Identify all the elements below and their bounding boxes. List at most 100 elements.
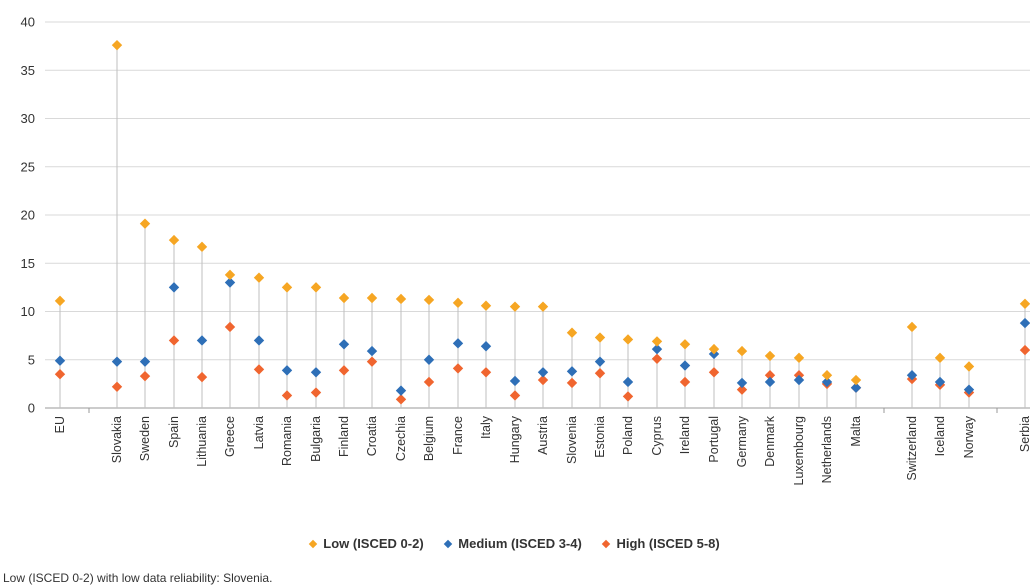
legend: Low (ISCED 0-2) Medium (ISCED 3-4) High … (0, 536, 1030, 551)
data-point-low (395, 293, 407, 305)
legend-label-medium: Medium (ISCED 3-4) (458, 536, 582, 551)
x-category-label: Cyprus (650, 416, 664, 456)
x-category-label: Luxembourg (792, 416, 806, 486)
data-point-high (679, 376, 691, 388)
data-point-high (622, 391, 634, 402)
x-category-label: Norway (962, 415, 976, 458)
data-point-high (1019, 344, 1030, 356)
x-category-label: Italy (479, 415, 493, 439)
data-point-high (566, 377, 578, 389)
data-point-medium (253, 335, 265, 346)
data-point-high (708, 367, 720, 378)
data-point-medium (111, 356, 123, 367)
data-point-medium (139, 356, 151, 367)
data-point-high (764, 369, 776, 381)
data-point-medium (509, 375, 521, 387)
data-point-low (708, 343, 720, 355)
data-point-high (480, 367, 492, 378)
x-category-label: Germany (735, 415, 749, 467)
data-point-low (821, 369, 833, 381)
data-point-low (594, 332, 606, 343)
data-point-low (906, 321, 918, 333)
data-point-low (224, 269, 236, 281)
data-point-low (168, 234, 180, 246)
data-point-low (651, 336, 663, 347)
x-category-label: Portugal (707, 416, 721, 463)
x-category-label: Bulgaria (309, 416, 323, 462)
data-point-low (366, 292, 378, 304)
data-point-low (253, 272, 265, 283)
data-point-high (423, 376, 435, 388)
data-point-low (537, 301, 549, 312)
x-category-label: Ireland (678, 416, 692, 454)
data-point-medium (480, 341, 492, 352)
x-category-label: Poland (621, 416, 635, 455)
data-point-low (963, 361, 975, 372)
data-point-medium (963, 384, 975, 395)
data-point-medium (196, 335, 208, 346)
data-point-high (338, 365, 350, 376)
x-category-label: Switzerland (905, 416, 919, 481)
chart-svg: 0 5 10 15 20 25 30 35 40 EU Slovakia Sweden Spain Lit… (21, 15, 1030, 486)
footnote: Low (ISCED 0-2) with low data reliabilit… (3, 571, 273, 585)
data-point-high (253, 364, 265, 375)
x-category-label: Netherlands (820, 416, 834, 483)
data-point-medium (537, 367, 549, 378)
data-point-low (452, 297, 464, 309)
x-category-label: Slovakia (110, 416, 124, 463)
data-point-high (509, 390, 521, 401)
legend-marker-high (602, 539, 611, 548)
x-category-label: Serbia (1018, 416, 1030, 452)
x-category-label: Lithuania (195, 416, 209, 467)
x-category-label: Latvia (252, 416, 266, 449)
y-tick-label: 25 (21, 159, 35, 174)
data-point-medium (906, 369, 918, 381)
data-point-medium (793, 374, 805, 386)
data-point-low (934, 352, 946, 364)
legend-label-high: High (ISCED 5-8) (616, 536, 720, 551)
y-tick-label: 10 (21, 304, 35, 319)
y-tick-label: 5 (28, 352, 35, 367)
data-point-low (139, 218, 151, 229)
x-category-label: Austria (536, 416, 550, 455)
data-point-low (338, 292, 350, 304)
x-category-label: Croatia (365, 416, 379, 456)
data-point-high (736, 384, 748, 395)
data-point-high (281, 390, 293, 401)
data-point-medium (1019, 317, 1030, 329)
x-category-label: EU (53, 416, 67, 433)
data-point-low (111, 39, 123, 51)
x-category-label: Slovenia (565, 416, 579, 464)
data-point-high (139, 370, 151, 382)
y-tick-label: 15 (21, 256, 35, 271)
legend-item-low: Low (ISCED 0-2) (309, 536, 424, 551)
data-point-medium (168, 282, 180, 293)
data-point-medium (224, 277, 236, 288)
data-point-medium (736, 377, 748, 389)
y-tick-label: 40 (21, 15, 35, 30)
legend-marker-low (309, 539, 318, 548)
data-point-low (764, 350, 776, 362)
data-point-high (395, 394, 407, 405)
data-point-medium (934, 376, 946, 388)
data-point-high (310, 387, 322, 398)
data-point-low (1019, 298, 1030, 309)
legend-label-low: Low (ISCED 0-2) (323, 536, 424, 551)
legend-item-high: High (ISCED 5-8) (602, 536, 720, 551)
x-category-label: Denmark (763, 415, 777, 466)
x-category-label: Spain (167, 416, 181, 448)
y-tick-label: 20 (21, 208, 35, 223)
data-point-high (452, 363, 464, 374)
data-point-medium (764, 376, 776, 388)
x-category-label: Iceland (933, 416, 947, 456)
legend-marker-medium (444, 539, 453, 548)
data-point-medium (366, 345, 378, 357)
data-point-high (54, 369, 66, 380)
data-point-low (54, 295, 66, 307)
data-point-low (509, 301, 521, 312)
data-point-low (423, 294, 435, 306)
data-point-high (537, 374, 549, 386)
data-point-low (310, 282, 322, 293)
x-category-label: Hungary (508, 415, 522, 463)
y-tick-label: 35 (21, 63, 35, 78)
